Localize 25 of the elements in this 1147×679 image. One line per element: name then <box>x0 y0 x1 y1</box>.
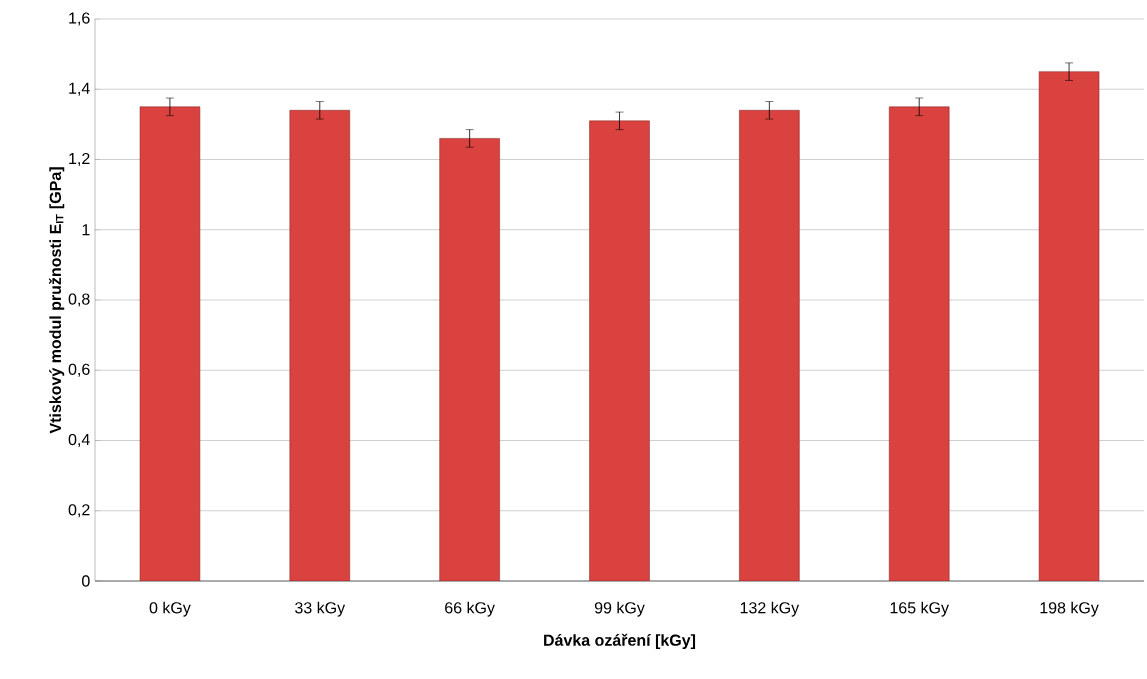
bar <box>439 138 500 581</box>
bar <box>139 106 201 581</box>
y-axis-title: Vtiskový modul pružnosti E$_{IT}$ [GPa] <box>48 167 65 434</box>
bar <box>888 106 950 581</box>
bar <box>1038 71 1100 581</box>
x-tick-label: 99 kGy <box>594 601 645 617</box>
y-tick-label: 0 <box>82 575 90 587</box>
x-tick-label: 132 kGy <box>740 601 800 617</box>
y-tick-label: 0,4 <box>68 433 90 448</box>
y-tick-label: 1 <box>82 224 90 236</box>
x-tick-label: 198 kGy <box>1040 601 1099 617</box>
x-axis-title: Dávka ozáření [kGy] <box>544 633 696 650</box>
y-tick-label: 1,2 <box>69 152 90 167</box>
y-tick-label: 0,8 <box>68 293 90 307</box>
y-tick-label: 1,6 <box>69 12 90 26</box>
bar <box>739 110 800 581</box>
x-tick-label: 66 kGy <box>445 601 495 617</box>
y-tick-label: 1,4 <box>69 82 90 96</box>
y-tick-label: 0,6 <box>68 363 90 377</box>
x-tick-label: 0 kGy <box>149 601 191 617</box>
bar <box>589 120 650 581</box>
x-tick-label: 33 kGy <box>295 601 346 617</box>
bar <box>289 110 351 581</box>
x-tick-label: 165 kGy <box>890 601 949 617</box>
y-tick-label: 0,2 <box>68 504 90 518</box>
